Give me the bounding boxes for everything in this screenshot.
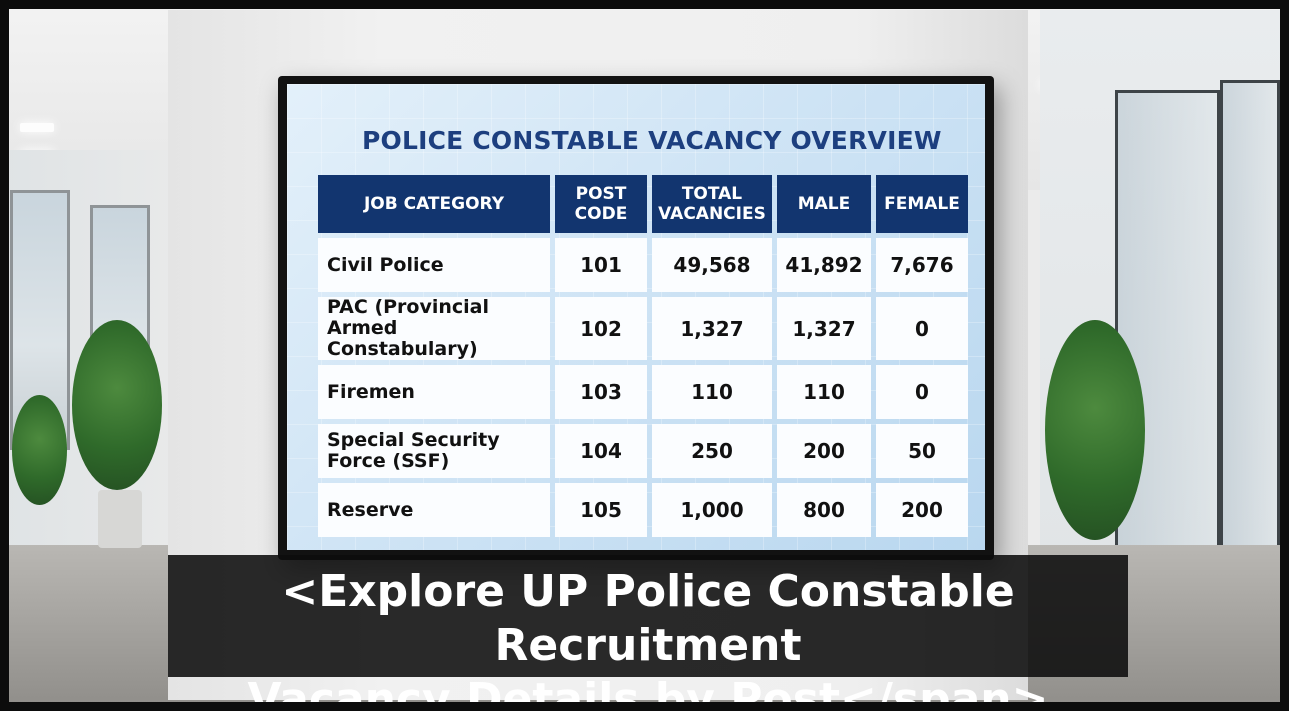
- tv-screen: POLICE CONSTABLE VACANCY OVERVIEW JOB CA…: [287, 84, 985, 550]
- cell-male: 41,892: [777, 238, 871, 292]
- cell-category: PAC (Provincial Armed Constabulary): [318, 297, 550, 360]
- cell-total: 250: [652, 424, 772, 478]
- plant-icon: [12, 395, 67, 505]
- cell-male: 110: [777, 365, 871, 419]
- cell-post-code: 105: [555, 483, 647, 537]
- cell-male: 200: [777, 424, 871, 478]
- caption-line-2: Vacancy Details by Post</span>: [247, 674, 1049, 711]
- cell-post-code: 104: [555, 424, 647, 478]
- cell-male: 800: [777, 483, 871, 537]
- cell-post-code: 102: [555, 297, 647, 360]
- table-row: Civil Police 101 49,568 41,892 7,676: [318, 238, 968, 292]
- cell-female: 0: [876, 365, 968, 419]
- cell-total: 1,000: [652, 483, 772, 537]
- header-job-category: JOB CATEGORY: [318, 175, 550, 233]
- cell-category: Civil Police: [318, 238, 550, 292]
- plant-icon: [1045, 320, 1145, 540]
- table-row: Firemen 103 110 110 0: [318, 365, 968, 419]
- caption-band: <Explore UP Police Constable Recruitment…: [168, 555, 1128, 711]
- plant-icon: [72, 320, 162, 490]
- cell-female: 0: [876, 297, 968, 360]
- table-row: Reserve 105 1,000 800 200: [318, 483, 968, 537]
- screen-title: POLICE CONSTABLE VACANCY OVERVIEW: [362, 126, 942, 155]
- header-male: MALE: [777, 175, 871, 233]
- cell-total: 1,327: [652, 297, 772, 360]
- header-total-vacancies: TOTAL VACANCIES: [652, 175, 772, 233]
- cell-female: 7,676: [876, 238, 968, 292]
- cell-total: 49,568: [652, 238, 772, 292]
- cell-category: Firemen: [318, 365, 550, 419]
- cell-total: 110: [652, 365, 772, 419]
- table-header-row: JOB CATEGORY POST CODE TOTAL VACANCIES M…: [318, 175, 968, 233]
- vacancy-table: JOB CATEGORY POST CODE TOTAL VACANCIES M…: [313, 170, 973, 542]
- caption-text: <Explore UP Police Constable Recruitment…: [168, 565, 1128, 711]
- cell-post-code: 101: [555, 238, 647, 292]
- cell-category: Reserve: [318, 483, 550, 537]
- cell-male: 1,327: [777, 297, 871, 360]
- cell-female: 50: [876, 424, 968, 478]
- cell-female: 200: [876, 483, 968, 537]
- plant-pot: [98, 490, 142, 548]
- cell-post-code: 103: [555, 365, 647, 419]
- table-row: PAC (Provincial Armed Constabulary) 102 …: [318, 297, 968, 360]
- header-post-code: POST CODE: [555, 175, 647, 233]
- caption-line-1: <Explore UP Police Constable Recruitment: [281, 566, 1015, 671]
- header-female: FEMALE: [876, 175, 968, 233]
- table-row: Special Security Force (SSF) 104 250 200…: [318, 424, 968, 478]
- ceiling-light: [20, 123, 54, 132]
- cell-category: Special Security Force (SSF): [318, 424, 550, 478]
